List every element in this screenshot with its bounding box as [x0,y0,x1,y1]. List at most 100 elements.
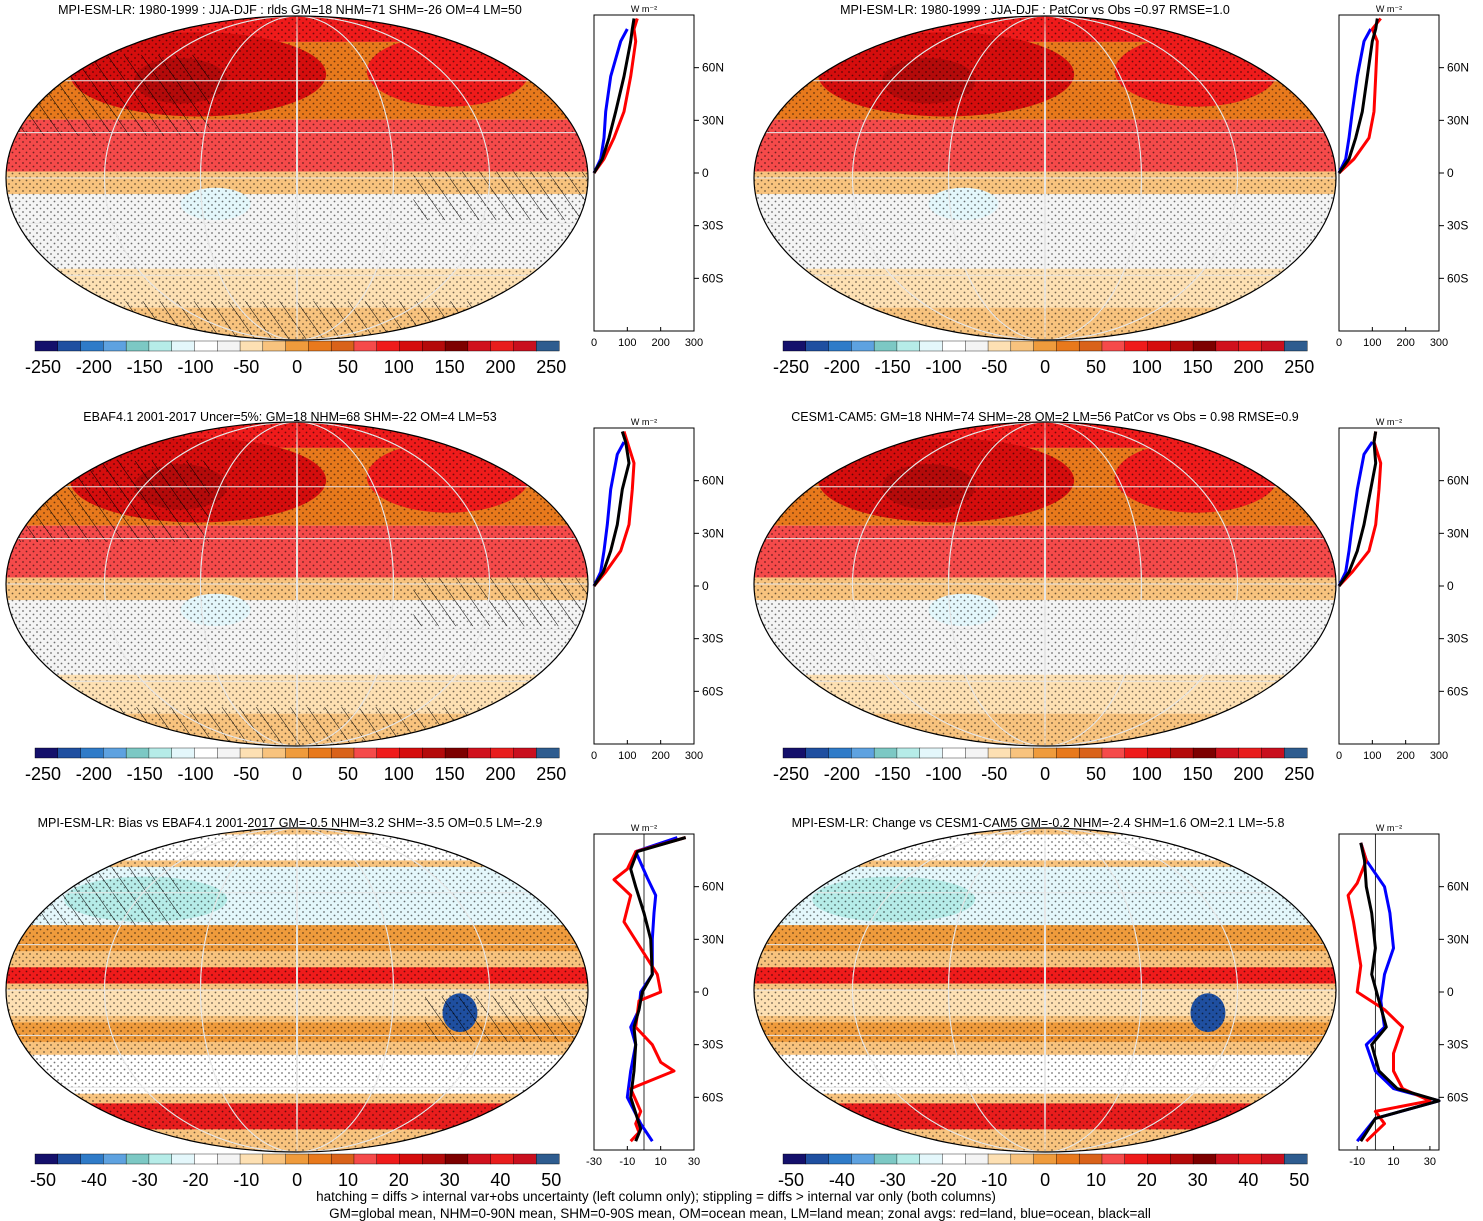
colorbar-swatch [444,340,469,352]
x-tick-label: 200 [651,337,669,349]
colorbar-swatch [828,340,852,352]
colorbar-label: -200 [824,764,860,784]
zonal-mean-plot: 60N 30N 0 30S 60S 0 100 200 300 W m⁻² [591,4,724,349]
colorbar-swatch [239,340,264,352]
meridian-line [947,828,1143,1152]
colorbar-label: -50 [30,1170,56,1190]
colorbar-label: -40 [829,1170,855,1190]
colorbar-swatch [353,747,378,759]
colorbar-swatch [490,340,514,352]
colorbar-label: 50 [338,764,358,784]
map-outline [753,421,1337,747]
colorbar-swatch [330,747,355,759]
x-tick-label: 30 [1424,1156,1436,1168]
colorbar-swatch [103,747,127,759]
colorbar-swatch [34,747,59,759]
colorbar-swatch [896,340,921,352]
colorbar-swatch [851,340,875,352]
lat-label: 30N [702,932,724,946]
colorbar-swatch [1192,747,1217,759]
colorbar-swatch [987,747,1012,759]
colorbar-swatch [444,1153,469,1165]
colorbar-swatch [1215,747,1240,759]
hatching [6,866,181,926]
colorbar-label: 200 [485,357,515,377]
colorbar-swatch [399,340,423,352]
graticule [6,16,588,340]
colorbar-label: -200 [76,764,112,784]
x-tick-label: 30 [688,1156,700,1168]
colorbar-swatch [467,340,492,352]
map-field [754,16,1336,340]
colorbar-label: -50 [233,764,259,784]
meridian-line [851,16,1239,340]
colorbar-swatch [125,340,150,352]
panel-title: EBAF4.1 2001-2017 Uncer=5%: GM=18 NHM=68… [83,410,496,424]
graticule [754,828,1336,1152]
colorbar-swatch [1261,1153,1285,1165]
zonal-line-land [592,18,639,174]
meridian-line [1044,16,1046,340]
colorbar-swatch [57,747,82,759]
colorbar-label: 30 [440,1170,460,1190]
colorbar-swatch [308,340,332,352]
colorbar: -50 -40 -30 -20 -10 0 10 20 30 40 50 [30,1153,561,1190]
zonal-line-land [592,431,636,587]
zonal-line-all [629,836,687,1142]
colorbar-swatch [987,1153,1012,1165]
colorbar-swatch [57,340,82,352]
colorbar-label: 200 [485,764,515,784]
colorbar-label: -150 [127,764,163,784]
colorbar-swatch [536,1153,560,1165]
colorbar: -250 -200 -150 -100 -50 0 50 100 150 200 250 [25,340,566,377]
colorbar-swatch [782,340,807,352]
colorbar-swatch [965,340,989,352]
zonal-line-ocean [625,836,678,1143]
x-tick-label: -30 [586,1156,602,1168]
colorbar-swatch [1147,1153,1171,1165]
lat-label: 60N [702,474,724,488]
colorbar-label: -100 [925,357,961,377]
colorbar-swatch [308,1153,332,1165]
colorbar-swatch [1284,340,1308,352]
colorbar-swatch [467,1153,492,1165]
meridian-line [103,16,491,340]
colorbar-swatch [805,747,830,759]
colorbar-label: 200 [1233,764,1263,784]
colorbar-swatch [80,340,104,352]
colorbar-label: -20 [930,1170,956,1190]
colorbar-swatch [1170,1153,1194,1165]
colorbar-swatch [1101,340,1126,352]
colorbar: -250 -200 -150 -100 -50 0 50 100 150 200 250 [773,747,1314,784]
lat-label: 0 [1447,985,1454,999]
colorbar-label: 40 [490,1170,510,1190]
colorbar-swatch [1124,747,1149,759]
colorbar-label: 200 [1233,357,1263,377]
colorbar-swatch [1033,1153,1057,1165]
colorbar-swatch [1124,1153,1149,1165]
colorbar-label: -30 [880,1170,906,1190]
colorbar-label: 50 [1086,764,1106,784]
map-outline [753,15,1337,341]
colorbar-swatch [376,747,401,759]
colorbar-swatch [194,1153,218,1165]
colorbar-label: 100 [1132,764,1162,784]
hatching [413,171,588,221]
colorbar-swatch [536,747,560,759]
colorbar-swatch [262,340,287,352]
colorbar-label: -50 [981,764,1007,784]
lat-label: 0 [702,985,709,999]
meridian-line [199,16,395,340]
colorbar-swatch [1078,747,1103,759]
unit-label: W m⁻² [1376,417,1402,427]
colorbar-label: -30 [132,1170,158,1190]
colorbar-swatch [1215,1153,1240,1165]
x-tick-label: 200 [651,750,669,762]
colorbar-swatch [422,747,446,759]
colorbar-swatch [285,1153,309,1165]
colorbar-swatch [1215,340,1240,352]
colorbar-swatch [1192,340,1217,352]
colorbar-swatch [1147,747,1171,759]
x-tick-label: 0 [591,337,597,349]
